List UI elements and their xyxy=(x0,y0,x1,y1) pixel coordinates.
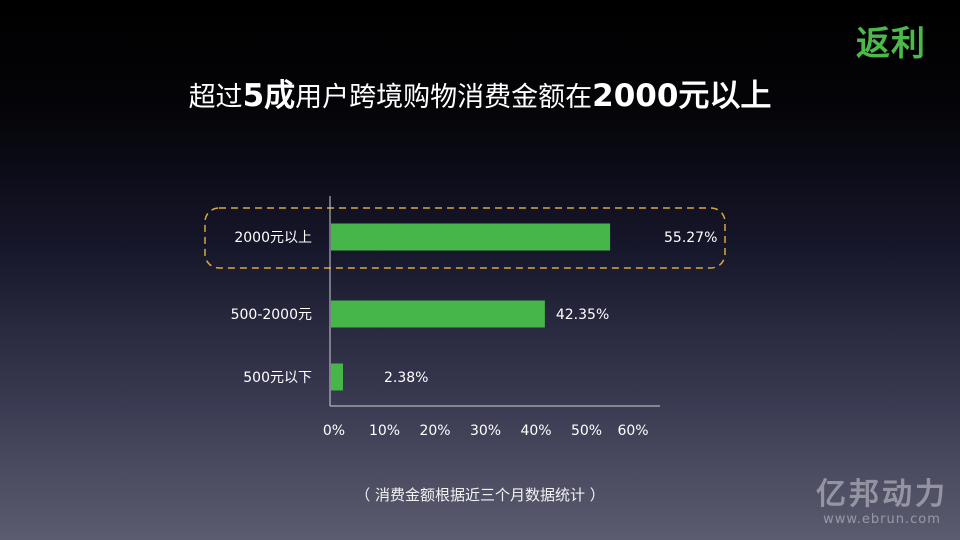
x-tick-label-5: 40% xyxy=(520,423,551,439)
title-part-3: 用户跨境购物消费金额在 xyxy=(295,82,593,113)
title-part-2: 5成 xyxy=(242,78,296,114)
category-label-3: 500元以下 xyxy=(243,370,312,386)
x-tick-label-2: 10% xyxy=(369,423,400,439)
footnote: （ 消费金额根据近三个月数据统计 ） xyxy=(355,486,605,504)
x-tick-label-4: 30% xyxy=(470,423,501,439)
x-tick-label-3: 20% xyxy=(419,423,450,439)
title-part-4: 2000元以上 xyxy=(592,78,772,114)
bar-2 xyxy=(331,300,545,328)
x-tick-label-7: 60% xyxy=(617,423,648,439)
bar-3 xyxy=(331,363,344,391)
value-label-3: 2.38% xyxy=(384,370,428,386)
watermark-sub: www.ebrun.com xyxy=(823,512,941,527)
title-part-1: 超过 xyxy=(188,82,243,113)
brand-logo: 返利 xyxy=(856,24,926,64)
highlight-box xyxy=(204,207,726,269)
watermark: 亿邦动力 www.ebrun.com xyxy=(808,478,956,528)
value-label-2: 42.35% xyxy=(556,307,609,323)
category-label-1: 2000元以上 xyxy=(234,230,312,246)
watermark-main: 亿邦动力 xyxy=(816,477,948,512)
value-label-1: 55.27% xyxy=(664,230,717,246)
bar-1 xyxy=(331,223,611,251)
x-tick-label-6: 50% xyxy=(571,423,602,439)
x-tick-label-1: 0% xyxy=(323,423,345,439)
category-label-2: 500-2000元 xyxy=(231,307,312,323)
page-title: 超过5成用户跨境购物消费金额在2000元以上 xyxy=(0,70,960,115)
